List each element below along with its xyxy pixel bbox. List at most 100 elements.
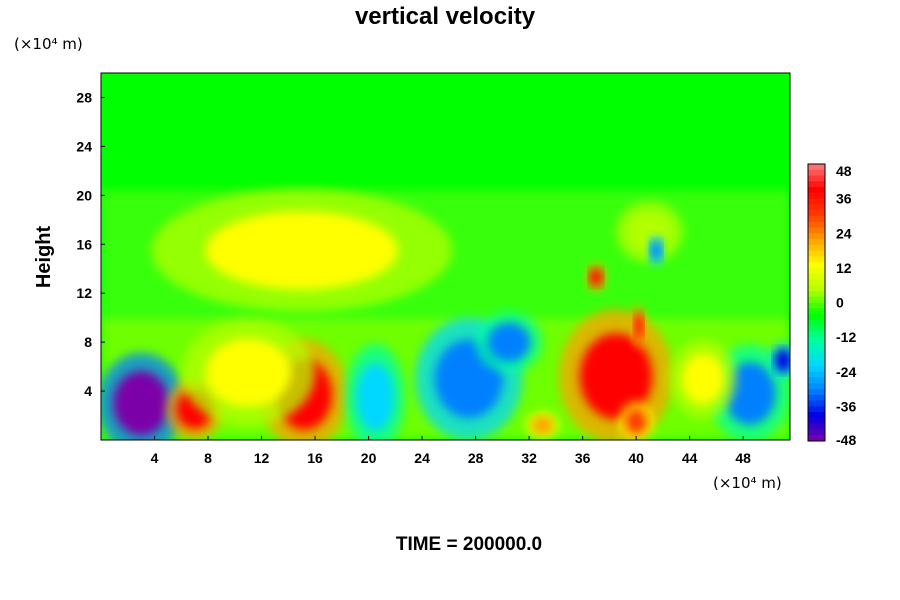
colorbar-segment-31: [808, 342, 825, 350]
feature-core-12: [205, 211, 399, 290]
feature-core-17: [634, 312, 644, 340]
colorbar-segment-22: [808, 290, 825, 298]
colorbar-segment-32: [808, 348, 825, 355]
colorbar-segment-44: [808, 417, 825, 425]
x-axis-ticks: 4 8 12 16 20 24 28 32 36 40 44 48: [151, 436, 751, 466]
colorbar-tick-label-2: 24: [836, 225, 852, 241]
colorbar-segment-26: [808, 314, 825, 321]
colorbar-segment-4: [808, 187, 825, 194]
colorbar-segment-20: [808, 279, 825, 286]
colorbar-tick-label-0: 48: [836, 163, 852, 179]
colorbar-segment-10: [808, 221, 825, 228]
colorbar-tick-label-4: 0: [836, 295, 844, 311]
colorbar-segment-17: [808, 262, 825, 269]
colorbar-segment-0: [808, 164, 825, 171]
colorbar-tick-label-1: 36: [836, 191, 852, 207]
colorbar-segment-45: [808, 423, 825, 430]
feature-core-11: [205, 338, 291, 407]
colorbar-ticks: 48 36 24 12 0 -12 -24 -36 -48: [836, 163, 856, 448]
feature-core-15: [650, 240, 662, 261]
colorbar-segment-39: [808, 389, 825, 396]
plot-frame: [100, 72, 791, 441]
x-axis-unit: (×10⁴ m): [713, 474, 782, 492]
x-tick-label-9: 40: [628, 450, 644, 466]
colorbar-segment-3: [808, 181, 825, 188]
colorbar-segment-34: [808, 360, 825, 367]
colorbar-segment-27: [808, 319, 825, 327]
colorbar-segment-40: [808, 394, 825, 402]
y-tick-label-6: 28: [76, 89, 92, 105]
colorbar-segment-8: [808, 210, 825, 217]
feature-core-10: [681, 353, 725, 405]
feature-core-5: [487, 322, 531, 362]
y-tick-label-2: 12: [76, 285, 92, 301]
feature-core-16: [774, 348, 790, 373]
colorbar-tick-label-8: -48: [836, 432, 856, 448]
colorbar-segment-46: [808, 429, 825, 436]
chart-title: vertical velocity: [355, 3, 536, 30]
feature-core-3: [355, 362, 395, 432]
feature-core-7: [625, 408, 647, 435]
colorbar-segment-30: [808, 337, 825, 344]
colorbar-segment-5: [808, 192, 825, 200]
colorbar-segment-33: [808, 354, 825, 361]
colorbar: [807, 163, 826, 442]
time-footer: TIME = 200000.0: [396, 534, 542, 555]
y-tick-label-4: 20: [76, 187, 92, 203]
colorbar-segment-29: [808, 331, 825, 338]
x-tick-label-1: 8: [204, 450, 212, 466]
feature-core-8: [531, 416, 554, 435]
colorbar-segment-37: [808, 377, 825, 384]
x-tick-label-11: 48: [735, 450, 751, 466]
x-tick-label-5: 24: [414, 450, 430, 466]
colorbar-segment-12: [808, 233, 825, 240]
y-tick-label-3: 16: [76, 236, 92, 252]
feature-core-6: [579, 333, 653, 420]
x-tick-label-2: 12: [254, 450, 270, 466]
y-axis-label: Height: [33, 226, 55, 289]
colorbar-segment-13: [808, 239, 825, 246]
x-tick-label-0: 4: [151, 450, 159, 466]
colorbar-segment-24: [808, 302, 825, 309]
y-tick-label-1: 8: [84, 334, 92, 350]
plot-area: [101, 73, 790, 440]
colorbar-segment-2: [808, 175, 825, 182]
x-tick-label-8: 36: [575, 450, 591, 466]
x-tick-label-3: 16: [307, 450, 323, 466]
x-tick-label-4: 20: [361, 450, 377, 466]
colorbar-segment-47: [808, 435, 825, 442]
colorbar-segment-14: [808, 244, 825, 252]
colorbar-segment-1: [808, 169, 825, 177]
colorbar-segment-43: [808, 412, 825, 419]
colorbar-segment-35: [808, 365, 825, 373]
x-tick-label-7: 32: [521, 450, 537, 466]
colorbar-segment-21: [808, 285, 825, 292]
colorbar-segment-28: [808, 325, 825, 332]
x-tick-label-6: 28: [468, 450, 484, 466]
colorbar-tick-label-7: -36: [836, 398, 856, 414]
colorbar-segment-38: [808, 383, 825, 390]
x-tick-label-10: 44: [682, 450, 698, 466]
y-tick-label-0: 4: [84, 383, 92, 399]
colorbar-tick-label-5: -12: [836, 329, 856, 345]
colorbar-segment-16: [808, 256, 825, 263]
colorbar-segment-36: [808, 371, 825, 379]
colorbar-tick-label-3: 12: [836, 260, 852, 276]
colorbar-segment-7: [808, 204, 825, 211]
y-axis-ticks: 4 8 12 16 20 24 28: [76, 89, 105, 399]
colorbar-tick-label-6: -24: [836, 364, 856, 380]
colorbar-frame: [807, 163, 826, 442]
colorbar-segment-41: [808, 400, 825, 407]
feature-core-9: [724, 362, 776, 425]
colorbar-segment-9: [808, 215, 825, 223]
velocity-features: [101, 189, 790, 440]
y-axis-unit: (×10⁴ m): [14, 35, 83, 53]
feature-core-14: [589, 268, 603, 287]
colorbar-segment-19: [808, 273, 825, 280]
colorbar-segment-15: [808, 250, 825, 257]
colorbar-segment-18: [808, 267, 825, 275]
colorbar-segment-11: [808, 227, 825, 234]
colorbar-segment-6: [808, 198, 825, 205]
y-tick-label-5: 24: [76, 138, 92, 154]
